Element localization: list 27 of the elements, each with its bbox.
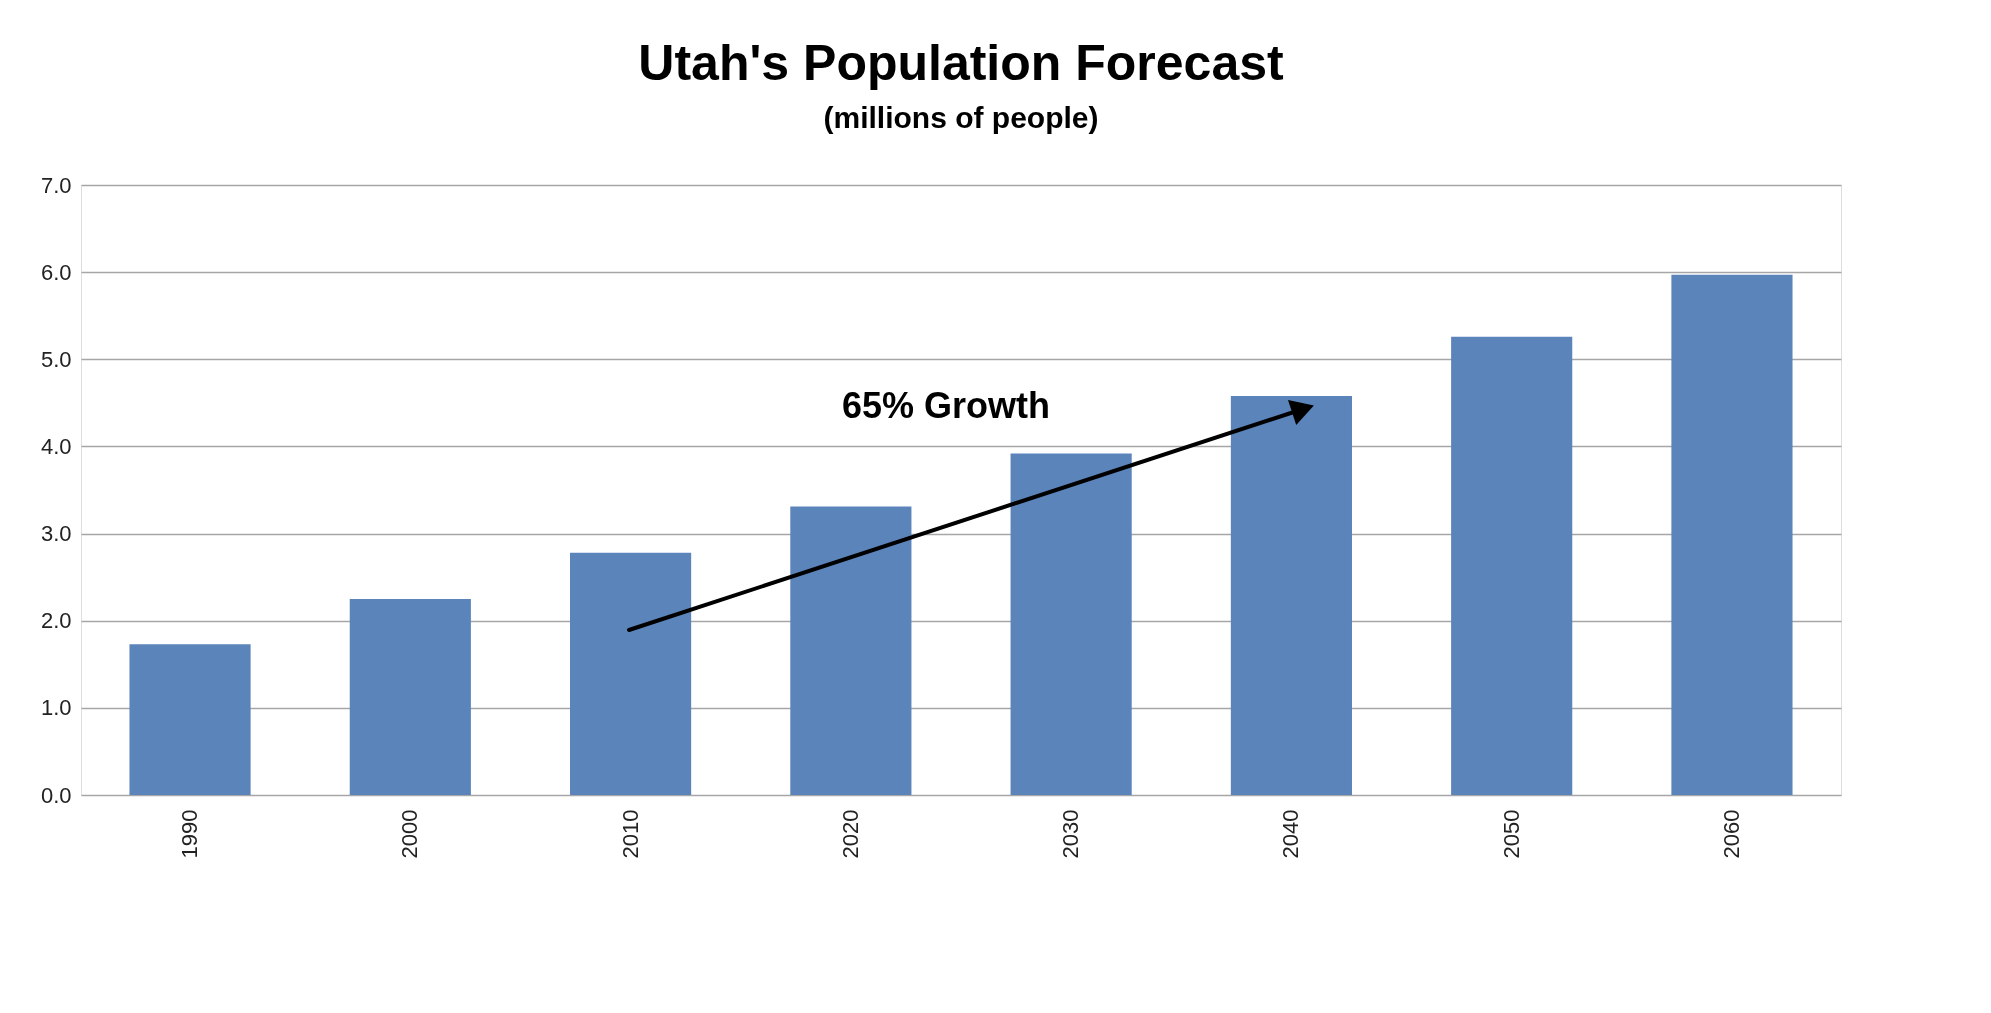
bar [1010,453,1132,795]
x-tick-label: 2000 [397,809,423,859]
y-tick-label: 2.0 [40,608,72,634]
chart-subtitle: (millions of people) [823,101,1099,134]
y-tick-label: 3.0 [40,521,72,547]
x-tick-label: 1990 [177,809,203,859]
annotation: 65% Growth [841,385,1051,426]
bar [1671,274,1793,795]
bar [1451,336,1573,795]
x-tick-label: 2010 [617,809,643,859]
x-tick-label: 2050 [1498,809,1524,859]
bar [790,506,912,795]
y-tick-label: 6.0 [40,259,72,285]
chart-title: Utah's Population Forecast [638,35,1285,91]
y-tick-label: 5.0 [40,346,72,372]
bar [349,598,471,795]
bar [1230,395,1352,795]
y-tick-label: 7.0 [40,172,72,198]
x-tick-label: 2060 [1718,809,1744,859]
x-tick-label: 2030 [1058,809,1084,859]
y-tick-label: 1.0 [40,695,72,721]
y-tick-label: 4.0 [40,433,72,459]
x-tick-label: 2020 [837,809,863,859]
y-tick-label: 0.0 [40,782,72,808]
x-tick-label: 2040 [1278,809,1304,859]
bar [570,552,692,795]
bar [129,644,251,795]
